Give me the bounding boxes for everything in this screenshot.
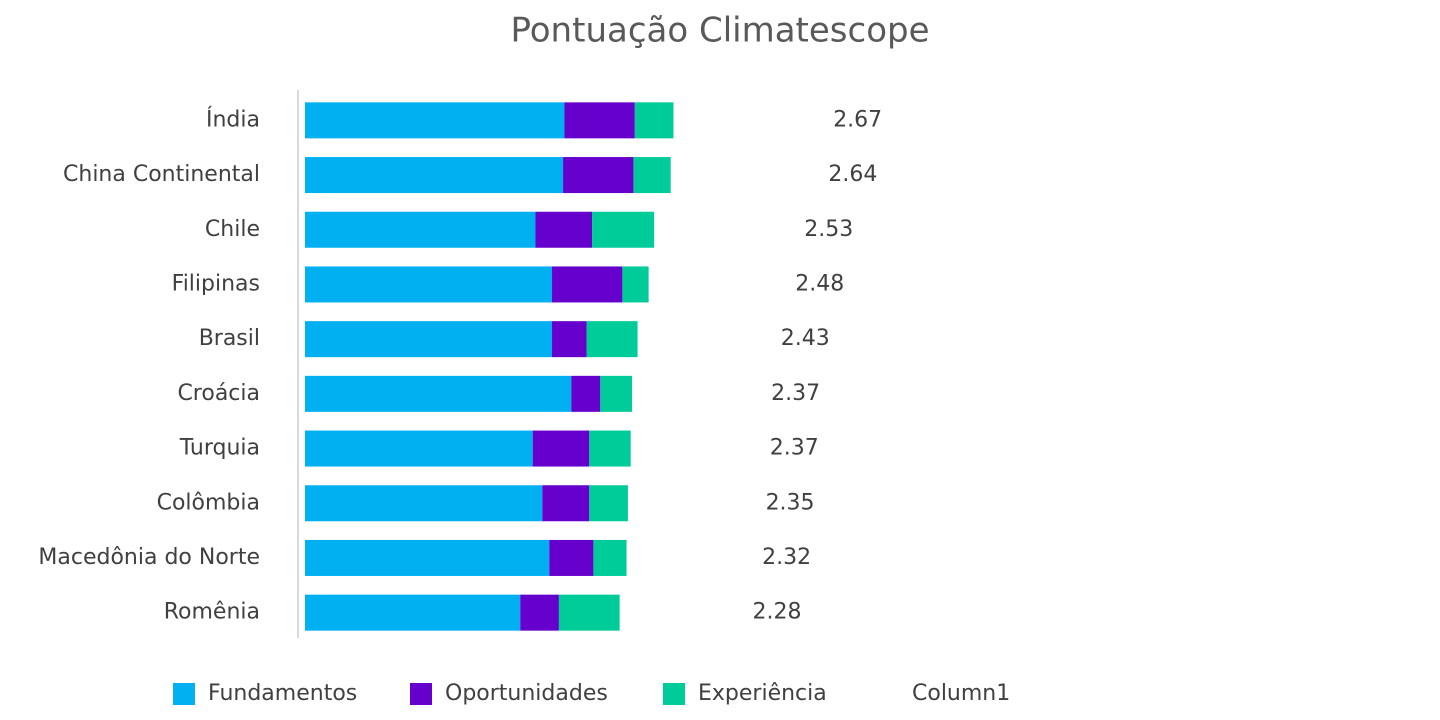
bar-segment bbox=[600, 375, 633, 412]
legend-swatch bbox=[663, 683, 685, 705]
data-label: 2.37 bbox=[771, 381, 820, 406]
bar-segment bbox=[549, 539, 594, 576]
y-tick-label: Croácia bbox=[177, 381, 260, 406]
bar-segment bbox=[542, 485, 590, 522]
y-tick-label: Romênia bbox=[164, 600, 260, 625]
bar-segment bbox=[305, 102, 565, 139]
chart-title: Pontuação Climatescope bbox=[510, 11, 929, 51]
bar-segment bbox=[593, 539, 627, 576]
bar-segment bbox=[305, 375, 572, 412]
y-tick-label: Brasil bbox=[199, 326, 260, 351]
bar-segment bbox=[592, 211, 655, 248]
y-tick-label: Chile bbox=[205, 217, 260, 242]
data-label: 2.28 bbox=[752, 600, 801, 625]
bar-segment bbox=[305, 211, 536, 248]
data-label: 2.53 bbox=[804, 217, 853, 242]
bar-segment bbox=[305, 539, 550, 576]
bar-segment bbox=[586, 321, 638, 358]
y-tick-label: Índia bbox=[206, 106, 260, 132]
data-label: 2.35 bbox=[766, 490, 815, 515]
y-tick-label: Macedônia do Norte bbox=[38, 545, 260, 570]
data-label: 2.67 bbox=[833, 107, 882, 132]
bar-segment bbox=[552, 266, 623, 303]
data-label: 2.37 bbox=[770, 436, 819, 461]
data-label: 2.43 bbox=[781, 326, 830, 351]
bar-segment bbox=[305, 430, 533, 467]
y-tick-label: Turquia bbox=[179, 436, 260, 461]
bar-segment bbox=[305, 321, 553, 358]
bar-segment bbox=[305, 157, 564, 194]
legend-label: Oportunidades bbox=[445, 681, 608, 706]
bar-segment bbox=[571, 375, 601, 412]
data-label: 2.32 bbox=[762, 545, 811, 570]
y-tick-label: China Continental bbox=[63, 162, 260, 187]
bar-segment bbox=[589, 430, 631, 467]
bar-segment bbox=[535, 211, 593, 248]
legend-swatch bbox=[410, 683, 432, 705]
bar-segment bbox=[520, 594, 559, 631]
bar-segment bbox=[305, 266, 553, 303]
y-tick-label: Colômbia bbox=[157, 490, 260, 515]
bar-segment bbox=[558, 594, 620, 631]
bar-segment bbox=[564, 102, 635, 139]
bar-segment bbox=[305, 594, 521, 631]
legend-label: Fundamentos bbox=[208, 681, 357, 706]
bar-segment bbox=[622, 266, 649, 303]
bar-segment bbox=[305, 485, 543, 522]
legend-swatch bbox=[173, 683, 195, 705]
bar-segment bbox=[634, 102, 674, 139]
bar-segment bbox=[633, 157, 671, 194]
legend-label: Experiência bbox=[698, 681, 827, 706]
legend-label: Column1 bbox=[912, 681, 1010, 706]
bar-segment bbox=[532, 430, 590, 467]
data-label: 2.48 bbox=[795, 271, 844, 296]
bar-segment bbox=[552, 321, 587, 358]
bar-segment bbox=[563, 157, 634, 194]
y-tick-label: Filipinas bbox=[172, 271, 260, 296]
bar-segment bbox=[589, 485, 628, 522]
data-label: 2.64 bbox=[828, 162, 877, 187]
